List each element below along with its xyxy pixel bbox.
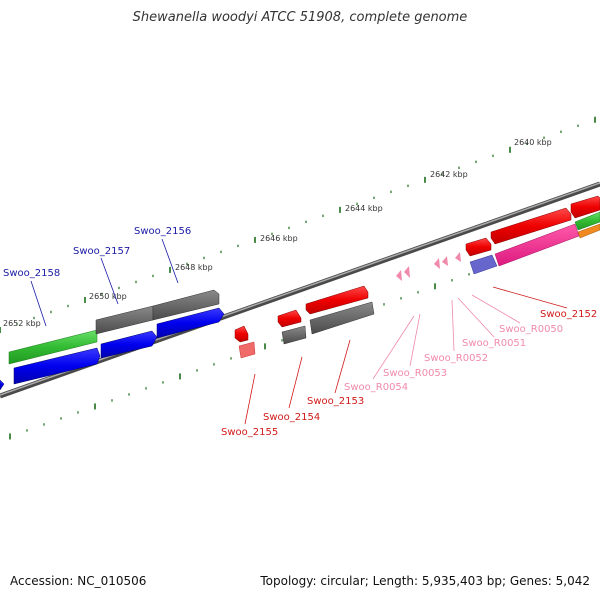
rna-feature <box>396 270 402 281</box>
gene-label: Swoo_2154 <box>263 412 320 423</box>
gene-labels-lower: Swoo_2155 Swoo_2154 Swoo_2153 Swoo_R0054… <box>221 309 597 438</box>
gene-feature <box>570 195 600 219</box>
gene-feature <box>100 330 158 359</box>
gene-feature <box>574 211 600 231</box>
gene-feature <box>490 207 572 245</box>
scale-label: 2652 kbp <box>3 319 41 328</box>
rna-feature <box>404 266 410 278</box>
accession-text: Accession: NC_010506 <box>10 574 147 588</box>
scale-label: 2650 kbp <box>89 292 127 301</box>
rna-features[interactable] <box>396 252 461 281</box>
gene-feature <box>305 285 369 315</box>
scale-labels: 2640 kbp 2642 kbp 2644 kbp 2646 kbp 2648… <box>3 138 552 328</box>
gene-label: Swoo_2156 <box>134 226 191 237</box>
gene-feature <box>8 329 98 365</box>
scale-label: 2646 kbp <box>260 234 298 243</box>
rna-feature <box>442 256 448 266</box>
gene-feature <box>238 341 256 359</box>
map-title: Shewanella woodyi ATCC 51908, complete g… <box>132 10 468 25</box>
leader-lines <box>30 238 568 425</box>
scale-label: 2644 kbp <box>345 204 383 213</box>
scale-label: 2640 kbp <box>514 138 552 147</box>
gene-labels-upper: Swoo_2158 Swoo_2157 Swoo_2156 <box>3 226 191 279</box>
gene-label: Swoo_R0050 <box>499 324 563 335</box>
gene-feature <box>13 347 101 385</box>
gene-feature <box>469 254 498 275</box>
gene-label: Swoo_2157 <box>73 246 130 257</box>
gene-label: Swoo_2155 <box>221 427 278 438</box>
gene-label: Swoo_2158 <box>3 268 60 279</box>
genome-summary-text: Topology: circular; Length: 5,935,403 bp… <box>260 574 590 588</box>
gene-label: Swoo_R0053 <box>383 368 447 379</box>
genes-upper-left[interactable] <box>0 289 225 391</box>
scale-ticks <box>0 116 596 440</box>
scale-label: 2648 kbp <box>175 263 213 272</box>
gene-feature <box>0 379 5 391</box>
genes-upper-right[interactable] <box>465 195 600 275</box>
gene-label: Swoo_R0052 <box>424 353 488 364</box>
gene-feature <box>465 237 492 257</box>
gene-feature <box>152 289 220 321</box>
gene-feature <box>156 307 225 339</box>
genes-middle[interactable] <box>234 285 375 359</box>
gene-label: Swoo_R0051 <box>462 338 526 349</box>
gene-feature <box>234 325 249 343</box>
gene-feature <box>309 301 375 335</box>
gene-feature <box>494 223 580 267</box>
gene-label: Swoo_2152 <box>540 309 597 320</box>
gene-label: Swoo_R0054 <box>344 382 408 393</box>
gene-feature <box>277 309 302 328</box>
rna-feature <box>455 252 461 262</box>
gene-feature <box>577 223 600 239</box>
rna-feature <box>434 258 440 269</box>
gene-label: Swoo_2153 <box>307 396 364 407</box>
scale-label: 2642 kbp <box>430 170 468 179</box>
gene-feature <box>95 305 154 335</box>
gene-feature <box>281 325 307 345</box>
genome-backbone <box>0 181 600 399</box>
